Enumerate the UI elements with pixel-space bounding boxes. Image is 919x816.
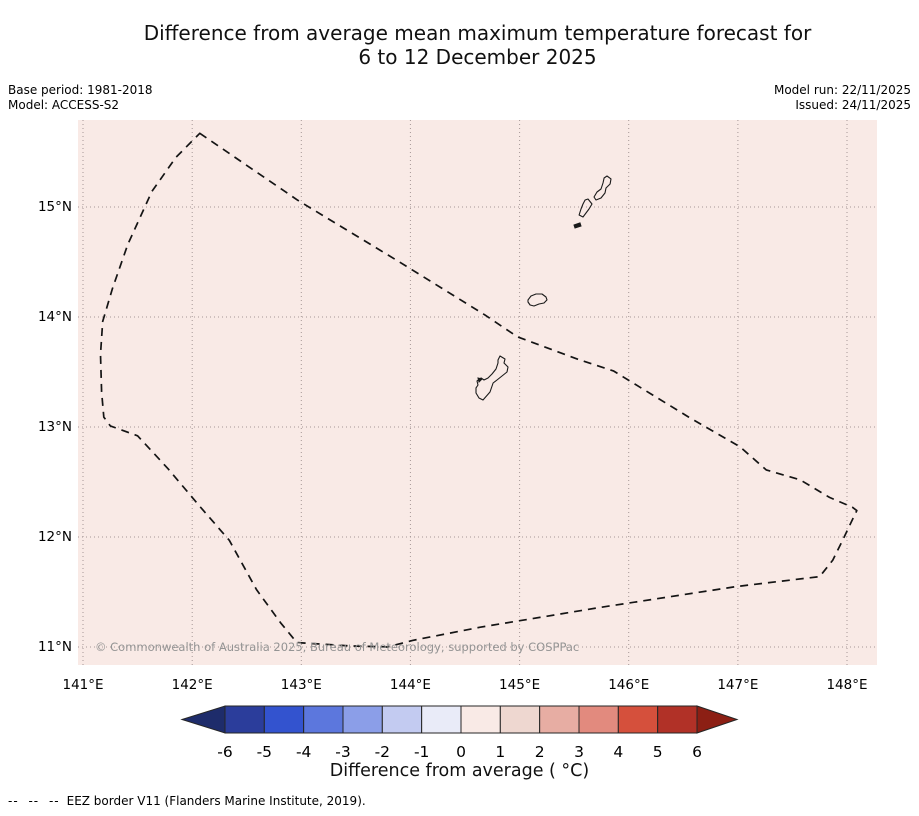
colorbar-tick-label: -5 (257, 743, 272, 761)
colorbar-segment (499, 705, 541, 734)
page-title: Difference from average mean maximum tem… (78, 21, 877, 69)
x-tick-label: 143°E (280, 677, 322, 693)
colorbar-tick-label: 5 (653, 743, 663, 761)
colorbar-tick-label: -4 (296, 743, 311, 761)
islands-layer (475, 175, 612, 401)
colorbar-segment (617, 705, 659, 734)
y-tick-label: 15°N (37, 198, 72, 215)
colorbar-tick-label: 3 (574, 743, 584, 761)
colorbar-segment (342, 705, 383, 734)
colorbar-segment (263, 705, 305, 734)
colorbar-tick-label: -2 (375, 743, 390, 761)
footnote-text: EEZ border V11 (Flanders Marine Institut… (66, 794, 366, 808)
island-tinian (578, 198, 593, 218)
watermark: © Commonwealth of Australia 2025, Bureau… (95, 640, 579, 654)
island-aguijan (573, 222, 582, 229)
title-line-2: 6 to 12 December 2025 (358, 45, 597, 69)
x-tick-label: 144°E (389, 677, 431, 693)
colorbar-left-arrow (180, 705, 226, 734)
colorbar-segment (657, 705, 698, 734)
colorbar-segment (578, 705, 619, 734)
x-tick-label: 141°E (62, 677, 104, 693)
meta-right: Model run: 22/11/2025 Issued: 24/11/2025 (774, 83, 911, 113)
colorbar-right-arrow (696, 705, 739, 734)
footnote: -- -- -- EEZ border V11 (Flanders Marine … (8, 794, 366, 808)
colorbar-tick-label: 0 (456, 743, 466, 761)
meta-base-period: Base period: 1981-2018 (8, 83, 153, 97)
meta-model-run: Model run: 22/11/2025 (773, 83, 911, 97)
colorbar-segment (421, 705, 462, 734)
island-saipan (593, 175, 612, 201)
x-tick-label: 147°E (717, 677, 759, 693)
colorbar-segment (303, 705, 344, 734)
meta-model: Model: ACCESS-S2 (8, 98, 120, 112)
island-rota (527, 293, 548, 307)
colorbar-segment (381, 705, 423, 734)
colorbar-tick-label: -3 (335, 743, 350, 761)
colorbar-segment (539, 705, 580, 734)
colorbar-tick-label: -6 (217, 743, 232, 761)
y-tick-label: 11°N (37, 638, 72, 655)
y-tick-label: 14°N (37, 308, 72, 325)
x-tick-label: 142°E (171, 677, 213, 693)
gridlines (78, 120, 877, 665)
x-tick-label: 148°E (826, 677, 868, 693)
y-tick-label: 13°N (37, 418, 72, 435)
map-area: © Commonwealth of Australia 2025, Bureau… (78, 120, 877, 665)
island-guam-apra-harbor (477, 377, 483, 383)
colorbar-segment (224, 705, 265, 734)
eez-layer (99, 132, 858, 648)
meta-left: Base period: 1981-2018 Model: ACCESS-S2 (8, 83, 153, 113)
x-tick-label: 146°E (608, 677, 650, 693)
colorbar-tick-label: 4 (613, 743, 623, 761)
map-svg: © Commonwealth of Australia 2025, Bureau… (78, 120, 877, 665)
footnote-dash-sample: -- -- -- (8, 794, 60, 808)
y-tick-label: 12°N (37, 528, 72, 545)
colorbar-tick-label: 2 (535, 743, 545, 761)
colorbar-tick-label: 6 (692, 743, 702, 761)
colorbar-segment (460, 705, 501, 734)
colorbar-svg: -6 -5 -4 -3 -2 -1 0 1 2 3 4 5 6 (180, 705, 739, 761)
colorbar-label: Difference from average ( °C) (329, 761, 590, 781)
island-guam (475, 355, 509, 401)
eez-border-line (99, 132, 858, 648)
title-line-1: Difference from average mean maximum tem… (143, 21, 812, 45)
meta-issued: Issued: 24/11/2025 (795, 98, 911, 112)
colorbar-tick-label: -1 (414, 743, 429, 761)
colorbar-tick-label: 1 (495, 743, 505, 761)
x-tick-label: 145°E (499, 677, 541, 693)
